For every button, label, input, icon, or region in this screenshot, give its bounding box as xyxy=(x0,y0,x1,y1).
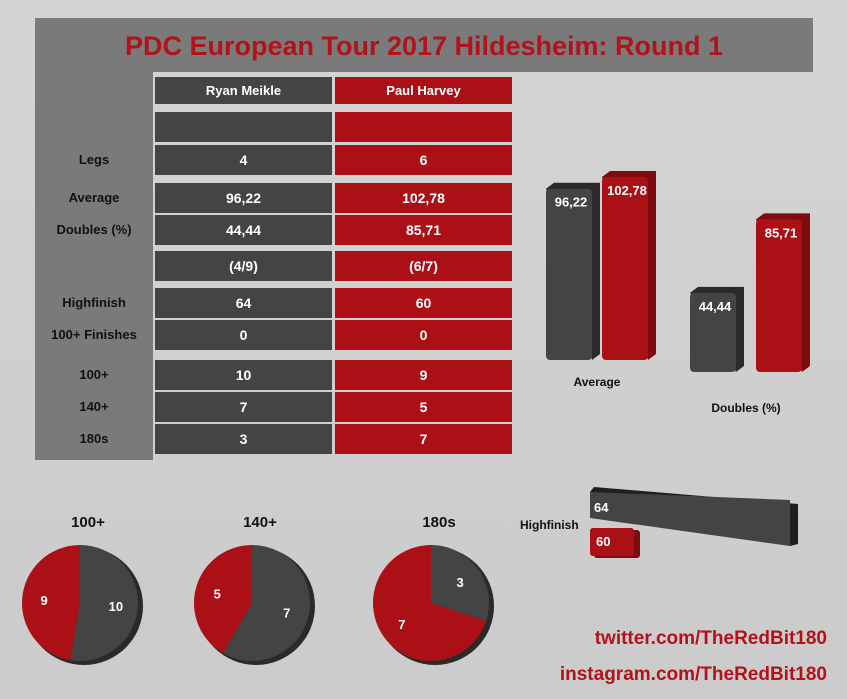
pie-value-label: 7 xyxy=(283,605,290,620)
player1-value: (4/9) xyxy=(155,251,332,281)
player2-value: 6 xyxy=(335,145,512,175)
bar-value-label: 64 xyxy=(594,500,609,515)
row-label: 180s xyxy=(79,431,109,446)
pie-slice xyxy=(22,545,80,661)
player1-value: 0 xyxy=(155,320,332,350)
bar xyxy=(756,213,810,372)
pie-value-label: 7 xyxy=(398,617,405,632)
player1-value: 3 xyxy=(155,424,332,454)
row-label: Doubles (%) xyxy=(56,222,132,237)
player2-value: 60 xyxy=(335,288,512,318)
bar-value-label: 44,44 xyxy=(699,299,732,314)
player2-value: 102,78 xyxy=(335,183,512,213)
pie-value-label: 9 xyxy=(41,593,48,608)
player1-value xyxy=(155,112,332,142)
player2-value: (6/7) xyxy=(335,251,512,281)
pie-slice xyxy=(431,545,489,621)
bar xyxy=(546,182,600,360)
page-title: PDC European Tour 2017 Hildesheim: Round… xyxy=(35,18,813,72)
row-label: 100+ Finishes xyxy=(51,327,137,342)
bar-value-label: 85,71 xyxy=(765,225,798,240)
pie-slice xyxy=(194,545,252,654)
pie-slice xyxy=(373,545,487,661)
row-label-panel xyxy=(35,72,153,460)
pie-slice xyxy=(223,545,310,661)
player2-value: 7 xyxy=(335,424,512,454)
highfinish-chart: Highfinish 64 60 xyxy=(520,487,798,558)
player2-value: 9 xyxy=(335,360,512,390)
bar xyxy=(590,487,798,546)
pie-value-label: 10 xyxy=(109,599,123,614)
bar-value-label: 96,22 xyxy=(555,195,588,210)
player1-header: Ryan Meikle xyxy=(155,77,332,104)
row-label: Legs xyxy=(78,152,110,167)
player2-value: 85,71 xyxy=(335,215,512,245)
pie-title: 180s xyxy=(422,514,455,531)
category-label: Doubles (%) xyxy=(711,401,780,415)
player1-value: 4 xyxy=(155,145,332,175)
bar-value-label: 102,78 xyxy=(607,183,647,198)
chart-title: Highfinish xyxy=(520,518,579,532)
bar xyxy=(602,171,656,360)
player1-value: 10 xyxy=(155,360,332,390)
player2-value xyxy=(335,112,512,142)
twitter-link[interactable]: twitter.com/TheRedBit180 xyxy=(594,628,827,649)
instagram-link[interactable]: instagram.com/TheRedBit180 xyxy=(559,664,827,685)
bar xyxy=(690,286,744,372)
player2-value: 5 xyxy=(335,392,512,422)
row-label: Highfinish xyxy=(62,295,126,310)
player1-value: 7 xyxy=(155,392,332,422)
player1-value: 64 xyxy=(155,288,332,318)
pie-slice xyxy=(70,545,138,661)
player2-value: 0 xyxy=(335,320,512,350)
row-label: 140+ xyxy=(79,399,109,414)
pie-charts: 100+ 10 9 140+ 7 5 180s 3 7 xyxy=(22,514,494,665)
bar-chart: 96,22 102,78 Average 44,44 85,71 Doubles (%) xyxy=(546,171,810,415)
row-label: Average xyxy=(68,190,120,205)
row-label xyxy=(35,251,153,281)
pie-value-label: 3 xyxy=(456,575,463,590)
player2-header: Paul Harvey xyxy=(335,77,512,104)
row-label xyxy=(35,112,153,142)
pie-title: 100+ xyxy=(71,514,105,531)
row-label: 100+ xyxy=(79,367,109,382)
category-label: Average xyxy=(574,375,621,389)
bar-value-label: 60 xyxy=(596,534,610,549)
bar xyxy=(590,528,640,558)
player1-value: 96,22 xyxy=(155,183,332,213)
pie-title: 140+ xyxy=(243,514,277,531)
player1-value: 44,44 xyxy=(155,215,332,245)
pie-value-label: 5 xyxy=(214,587,221,602)
